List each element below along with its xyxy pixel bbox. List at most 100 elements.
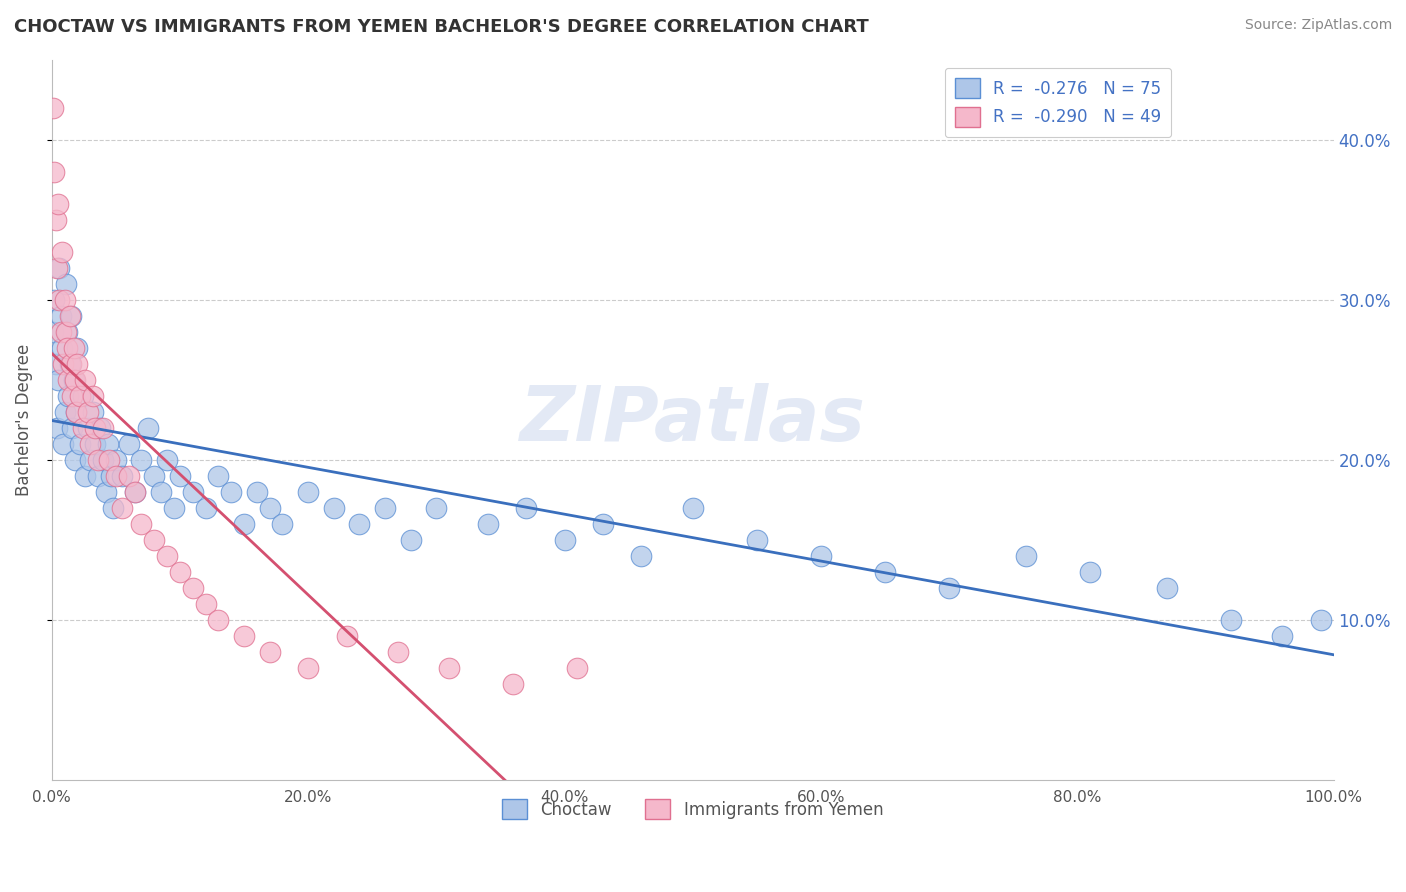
- Point: [66, 341, 89, 355]
- Point: [58, 373, 80, 387]
- Point: [56, 341, 79, 355]
- Point: [98, 453, 121, 467]
- Point: [76, 405, 98, 419]
- Point: [45, 260, 67, 275]
- Point: [59, 309, 82, 323]
- Point: [233, 629, 256, 643]
- Point: [156, 549, 179, 563]
- Point: [1015, 549, 1038, 563]
- Point: [219, 485, 242, 500]
- Point: [91, 421, 114, 435]
- Point: [502, 677, 524, 691]
- Point: [118, 437, 141, 451]
- Point: [60, 389, 83, 403]
- Point: [322, 501, 344, 516]
- Point: [82, 389, 104, 403]
- Point: [45, 212, 67, 227]
- Point: [45, 421, 67, 435]
- Point: [100, 469, 122, 483]
- Point: [76, 421, 98, 435]
- Point: [810, 549, 832, 563]
- Point: [515, 501, 537, 516]
- Point: [46, 373, 69, 387]
- Point: [55, 277, 77, 291]
- Point: [207, 469, 229, 483]
- Point: [104, 469, 127, 483]
- Legend: Choctaw, Immigrants from Yemen: Choctaw, Immigrants from Yemen: [495, 792, 890, 826]
- Point: [42, 101, 65, 115]
- Point: [873, 565, 896, 579]
- Point: [111, 501, 134, 516]
- Point: [1078, 565, 1101, 579]
- Point: [437, 661, 460, 675]
- Point: [259, 501, 281, 516]
- Point: [44, 293, 66, 307]
- Point: [630, 549, 652, 563]
- Point: [55, 325, 77, 339]
- Point: [425, 501, 447, 516]
- Point: [336, 629, 359, 643]
- Point: [194, 501, 217, 516]
- Point: [62, 373, 84, 387]
- Point: [94, 485, 117, 500]
- Point: [181, 581, 204, 595]
- Point: [1271, 629, 1294, 643]
- Point: [48, 260, 70, 275]
- Point: [103, 501, 125, 516]
- Point: [118, 469, 141, 483]
- Point: [111, 469, 134, 483]
- Point: [60, 421, 83, 435]
- Point: [91, 453, 114, 467]
- Y-axis label: Bachelor's Degree: Bachelor's Degree: [15, 343, 32, 496]
- Point: [42, 325, 65, 339]
- Point: [63, 453, 86, 467]
- Point: [143, 533, 166, 547]
- Point: [48, 293, 70, 307]
- Point: [387, 645, 409, 659]
- Point: [349, 517, 371, 532]
- Point: [52, 357, 75, 371]
- Point: [1309, 613, 1331, 627]
- Text: CHOCTAW VS IMMIGRANTS FROM YEMEN BACHELOR'S DEGREE CORRELATION CHART: CHOCTAW VS IMMIGRANTS FROM YEMEN BACHELO…: [14, 18, 869, 36]
- Point: [136, 421, 159, 435]
- Point: [399, 533, 422, 547]
- Point: [82, 405, 104, 419]
- Point: [44, 164, 66, 178]
- Point: [567, 661, 589, 675]
- Point: [169, 469, 191, 483]
- Point: [84, 437, 107, 451]
- Point: [56, 325, 79, 339]
- Point: [1220, 613, 1243, 627]
- Point: [75, 373, 97, 387]
- Point: [51, 341, 73, 355]
- Point: [124, 485, 146, 500]
- Point: [682, 501, 704, 516]
- Point: [181, 485, 204, 500]
- Point: [69, 389, 91, 403]
- Point: [52, 437, 75, 451]
- Point: [65, 405, 87, 419]
- Point: [62, 341, 84, 355]
- Point: [69, 437, 91, 451]
- Point: [87, 469, 110, 483]
- Point: [162, 501, 184, 516]
- Point: [131, 453, 153, 467]
- Point: [207, 613, 229, 627]
- Point: [297, 661, 319, 675]
- Point: [233, 517, 256, 532]
- Point: [297, 485, 319, 500]
- Point: [49, 309, 72, 323]
- Point: [72, 389, 94, 403]
- Point: [63, 373, 86, 387]
- Point: [1156, 581, 1178, 595]
- Point: [246, 485, 269, 500]
- Point: [51, 244, 73, 259]
- Point: [59, 309, 82, 323]
- Point: [72, 421, 94, 435]
- Point: [131, 517, 153, 532]
- Point: [553, 533, 575, 547]
- Point: [477, 517, 499, 532]
- Point: [143, 469, 166, 483]
- Point: [84, 421, 107, 435]
- Point: [149, 485, 172, 500]
